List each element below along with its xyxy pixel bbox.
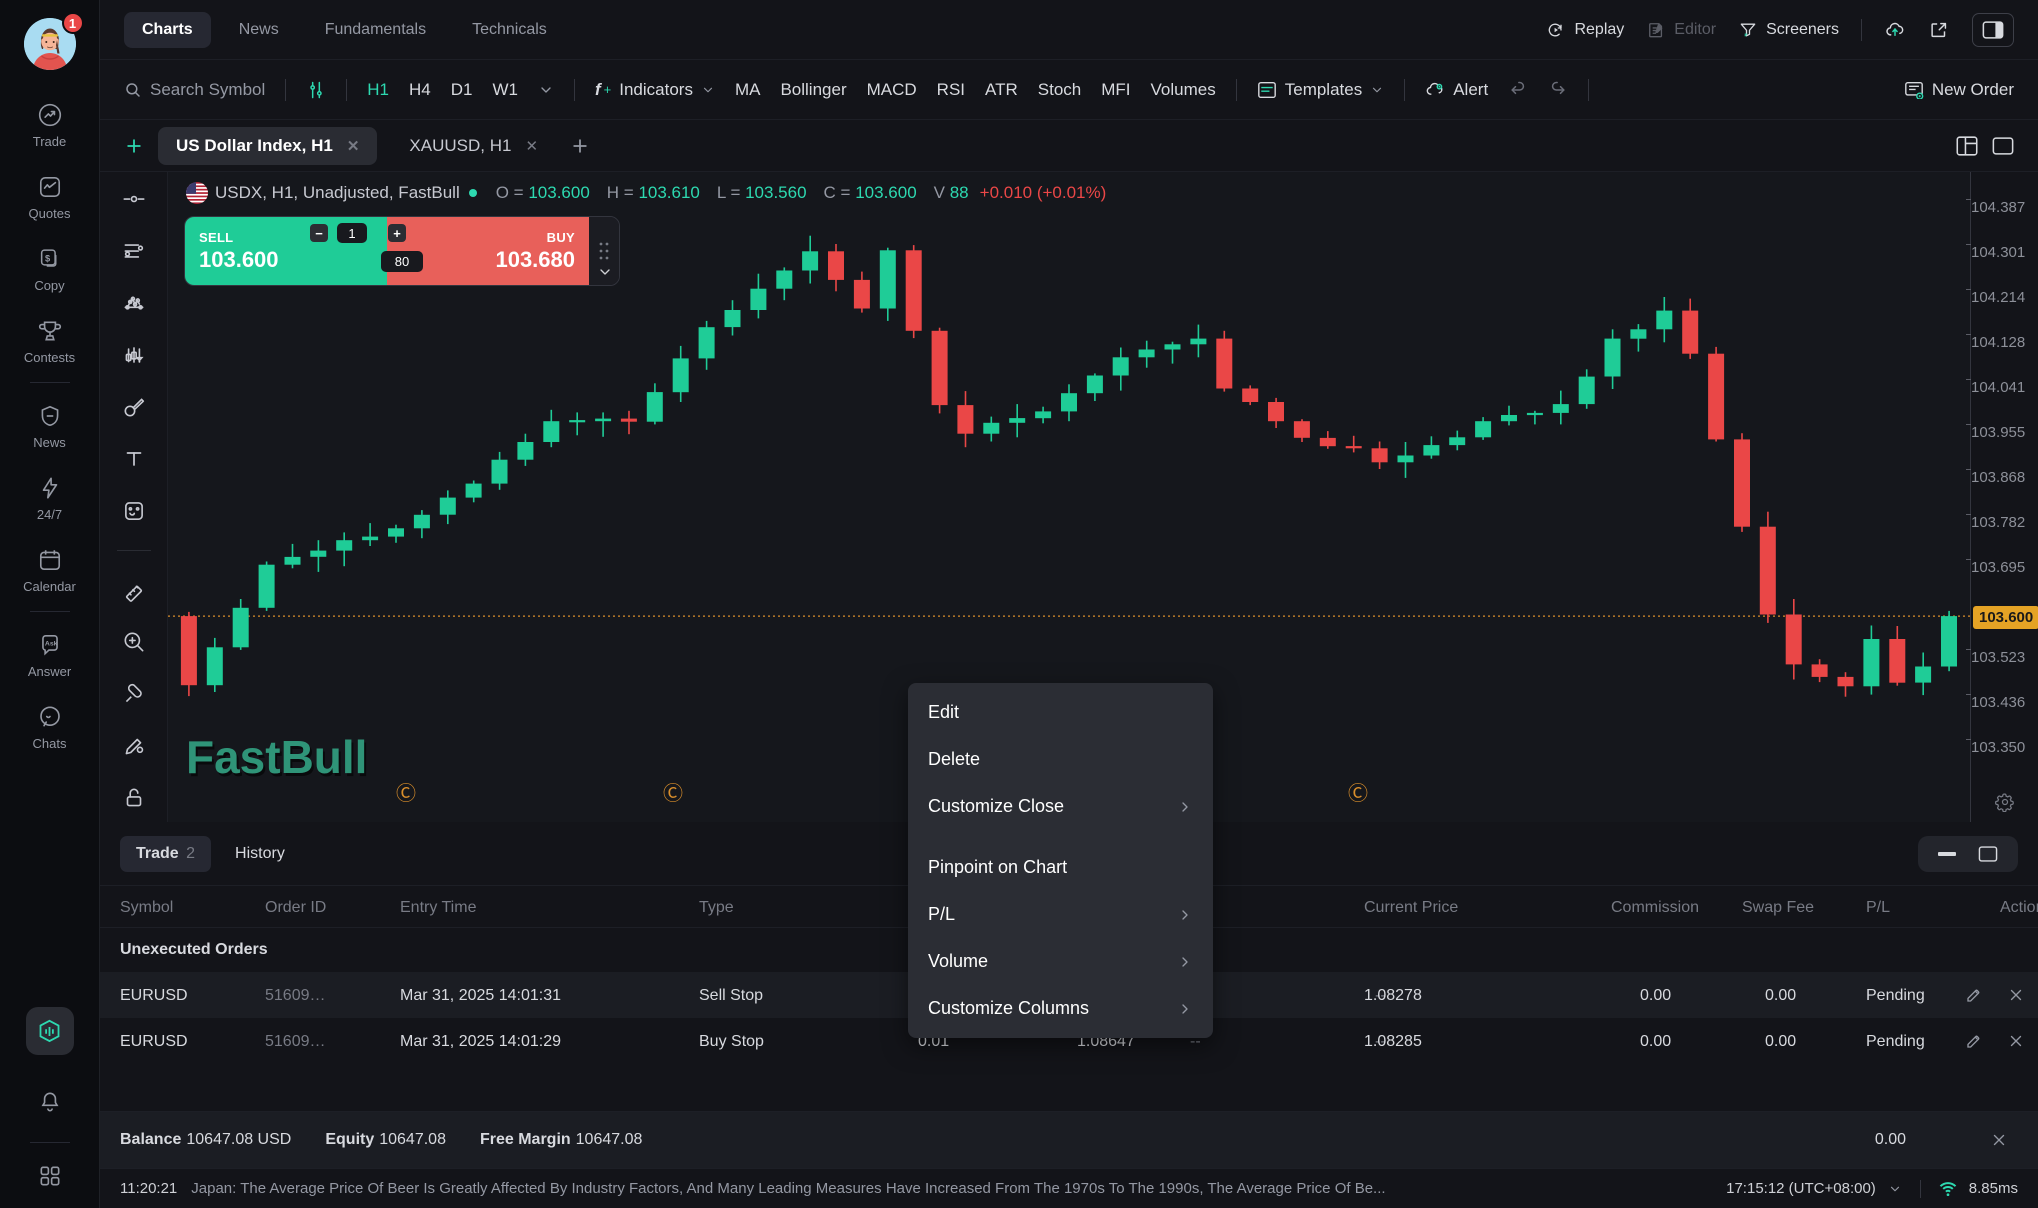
svg-text:$: $ bbox=[45, 253, 51, 263]
svg-text:Ask: Ask bbox=[44, 641, 57, 648]
